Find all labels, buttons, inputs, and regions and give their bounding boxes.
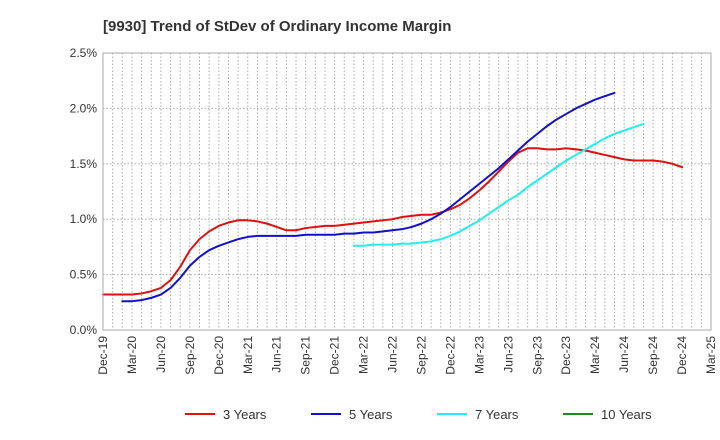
x-tick-label: Jun-20 <box>154 336 168 373</box>
x-tick-label: Sep-22 <box>414 336 428 375</box>
chart-title: [9930] Trend of StDev of Ordinary Income… <box>103 18 451 35</box>
x-tick-label: Dec-22 <box>443 336 457 375</box>
x-tick-label: Dec-19 <box>96 336 110 375</box>
x-tick-label: Mar-20 <box>125 336 139 374</box>
series-line-5-years <box>121 91 616 303</box>
legend: 3 Years 5 Years 7 Years 10 Years <box>185 407 652 422</box>
x-tick-label: Dec-23 <box>559 336 573 375</box>
x-tick-label: Mar-24 <box>588 336 602 374</box>
x-tick-label: Jun-24 <box>617 336 631 373</box>
x-tick-label: Mar-25 <box>704 336 718 374</box>
legend-label: 5 Years <box>349 407 393 422</box>
x-tick-label: Sep-20 <box>183 336 197 375</box>
plot-lines <box>102 91 684 303</box>
series-line-7-years <box>352 122 645 247</box>
legend-label: 10 Years <box>601 407 652 422</box>
x-tick-label: Dec-24 <box>675 336 689 375</box>
x-tick-label: Mar-21 <box>241 336 255 374</box>
x-axis-ticks: Dec-19 Mar-20 Jun-20 Sep-20 Dec-20 Mar-21 Jun-… <box>96 336 718 375</box>
plot-frame <box>102 52 712 331</box>
legend-label: 3 Years <box>223 407 267 422</box>
x-tick-label: Jun-23 <box>501 336 515 373</box>
y-tick-label: 1.5% <box>70 157 98 171</box>
x-tick-label: Mar-23 <box>472 336 486 374</box>
x-tick-label: Mar-22 <box>357 336 371 374</box>
x-tick-label: Jun-21 <box>270 336 284 373</box>
y-tick-label: 0.5% <box>70 268 98 282</box>
grid <box>103 53 711 330</box>
x-tick-label: Jun-22 <box>386 336 400 373</box>
y-tick-label: 0.0% <box>70 323 98 337</box>
x-tick-label: Sep-24 <box>646 336 660 375</box>
x-tick-label: Sep-23 <box>530 336 544 375</box>
y-tick-label: 1.0% <box>70 212 98 226</box>
y-axis-ticks: 0.0% 0.5% 1.0% 1.5% 2.0% 2.5% <box>70 46 98 337</box>
y-tick-label: 2.0% <box>70 101 98 115</box>
x-tick-label: Dec-20 <box>212 336 226 375</box>
y-tick-label: 2.5% <box>70 46 98 60</box>
x-tick-label: Sep-21 <box>299 336 313 375</box>
x-tick-label: Dec-21 <box>328 336 342 375</box>
legend-label: 7 Years <box>475 407 519 422</box>
